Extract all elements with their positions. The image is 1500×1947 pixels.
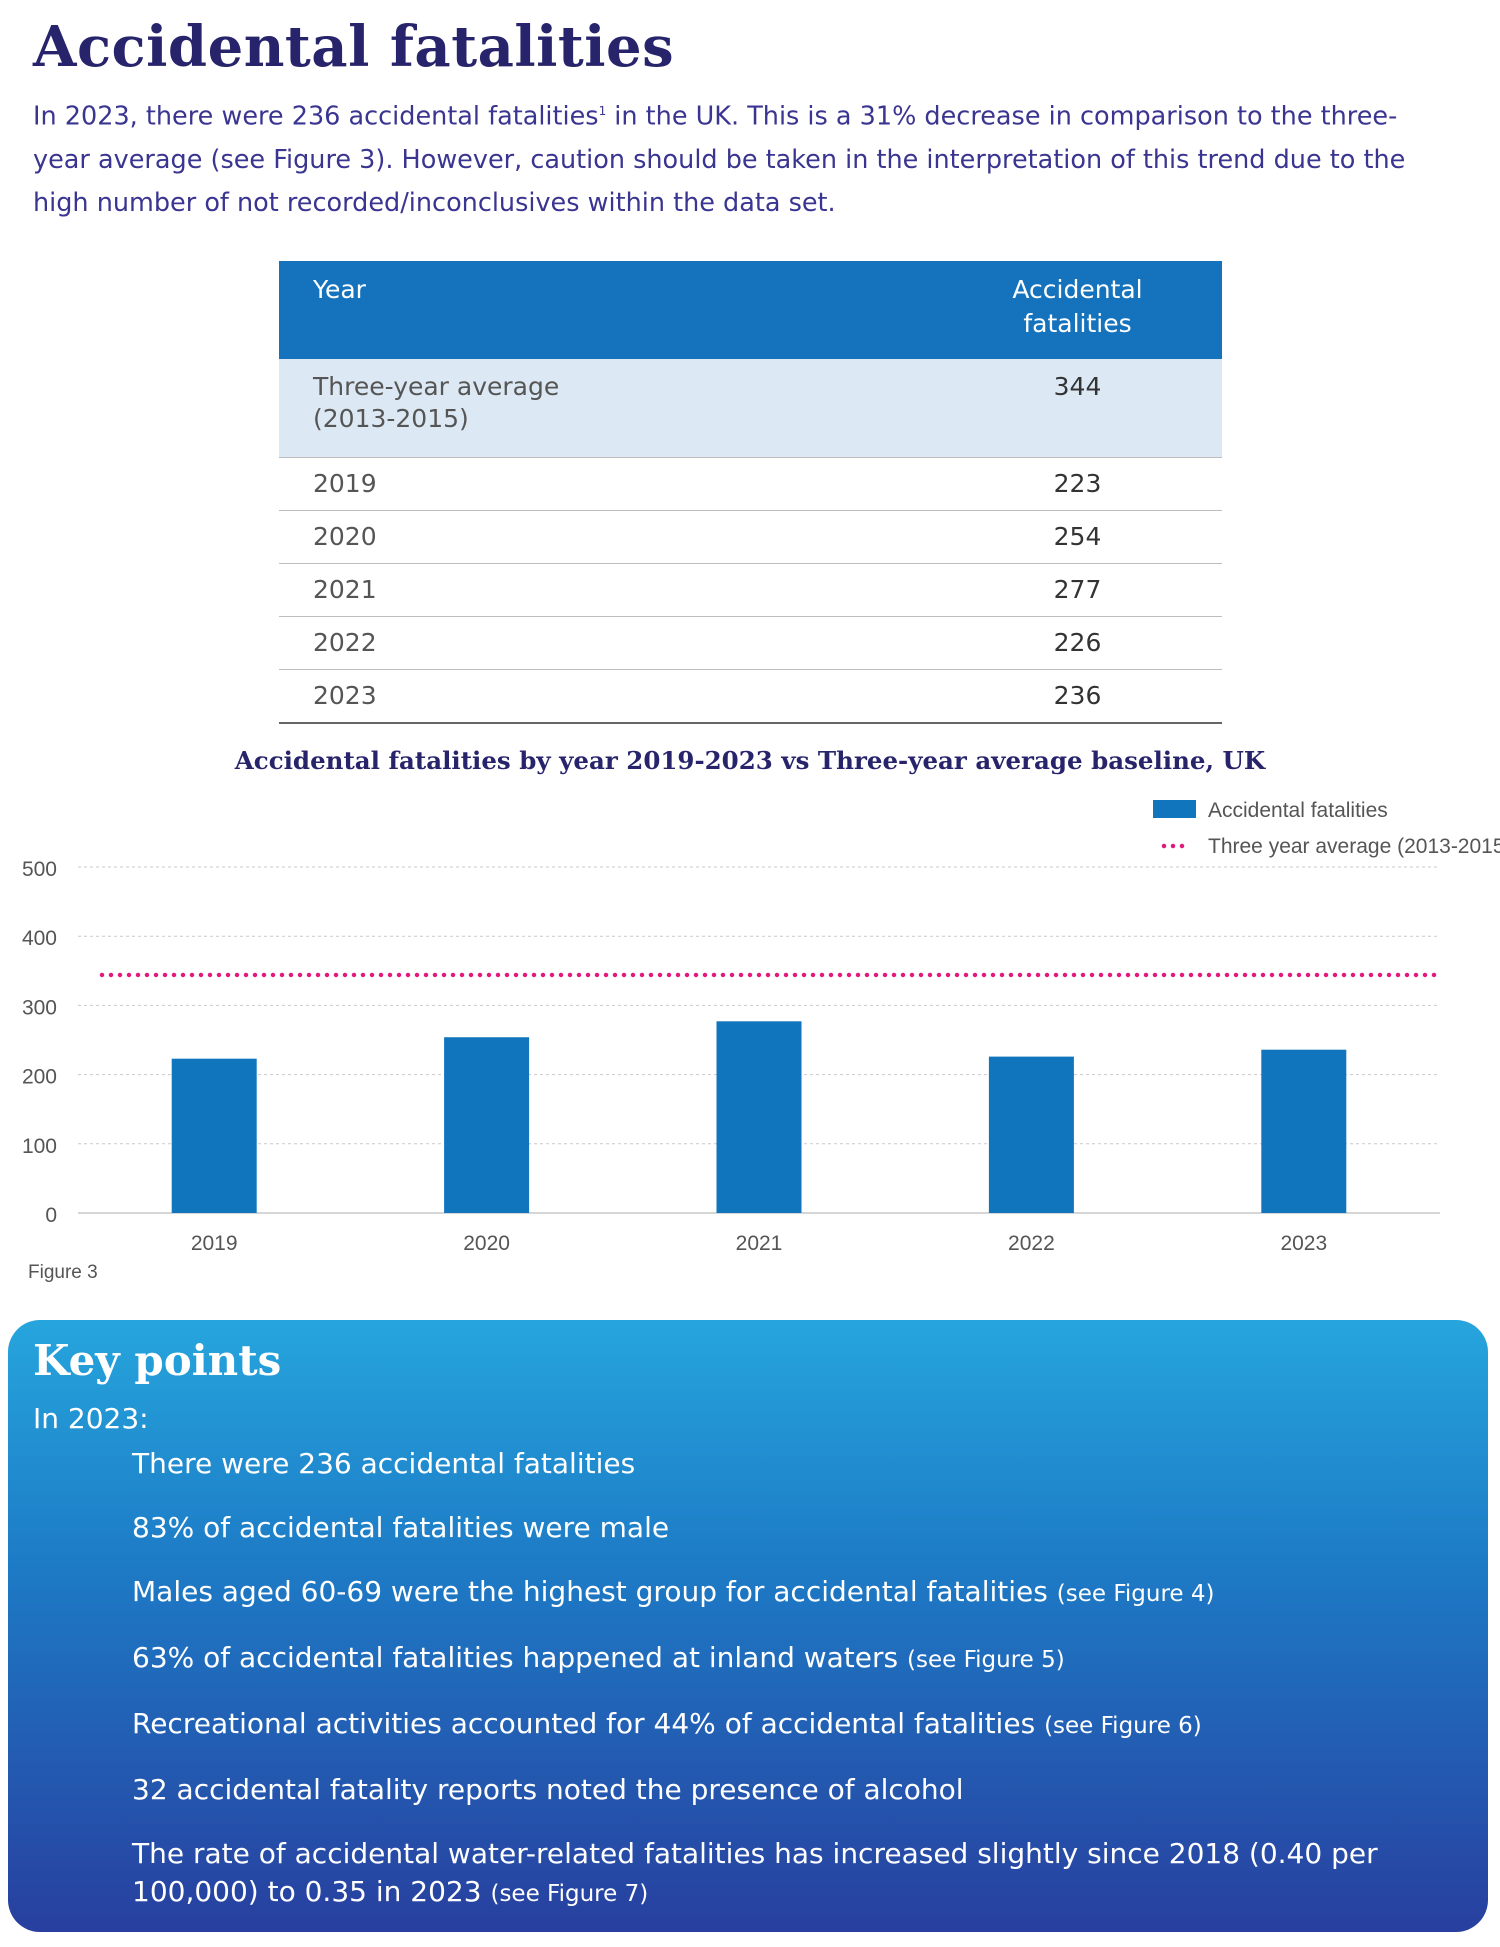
table-cell-fatalities: 254: [933, 510, 1222, 564]
intro-text-start: In 2023, there were 236 accidental fatal…: [33, 101, 599, 132]
table-row: 2021 277: [279, 563, 1222, 617]
x-tick-label: 2023: [1280, 1232, 1327, 1255]
fatalities-table: Year Accidental fatalities Three-year av…: [279, 261, 1222, 724]
average-label-line1: Three-year average: [313, 372, 560, 401]
key-point-text: Recreational activities accounted for 44…: [132, 1707, 1036, 1740]
y-tick-label: 400: [22, 927, 57, 950]
key-point-text: 63% of accidental fatalities happened at…: [132, 1641, 899, 1674]
table-cell-average-label: Three-year average (2013-2015): [279, 359, 933, 458]
bar: [444, 1037, 530, 1213]
table-row-three-year-average: Three-year average (2013-2015) 344: [279, 359, 1222, 458]
table-cell-year: 2019: [279, 457, 933, 511]
average-label-line2: (2013-2015): [313, 404, 469, 433]
table-cell-year: 2020: [279, 510, 933, 564]
x-tick-label: 2021: [736, 1232, 783, 1255]
key-point-figure-ref: (see Figure 4): [1056, 1581, 1215, 1607]
intro-text-end: in the UK. This is a 31% decrease in com…: [33, 101, 1406, 218]
bar: [716, 1021, 802, 1213]
y-tick-label: 100: [22, 1135, 57, 1158]
key-point-text: 83% of accidental fatalities were male: [132, 1511, 670, 1544]
table-header-fatalities-line2: fatalities: [1023, 309, 1132, 338]
table-header-fatalities-line1: Accidental: [1012, 275, 1143, 304]
page-title: Accidental fatalities: [33, 14, 675, 80]
legend-swatch-fatalities: [1153, 800, 1196, 818]
legend-label-average: Three year average (2013-2015): [1208, 835, 1500, 858]
key-point-item: Males aged 60-69 were the highest group …: [132, 1573, 1452, 1613]
key-point-figure-ref: (see Figure 6): [1044, 1713, 1202, 1739]
key-point-text: The rate of accidental water-related fat…: [132, 1837, 1378, 1908]
key-points-list: There were 236 accidental fatalities 83% …: [132, 1445, 1452, 1939]
chart-title: Accidental fatalities by year 2019-2023 …: [234, 746, 1266, 775]
table-cell-year: 2023: [279, 669, 933, 724]
bar-chart: 0 100 200 300 400 500 2019 2020 2021 2022 2023 Acci…: [22, 799, 1500, 1283]
x-tick-label: 2020: [463, 1232, 510, 1255]
table-header-fatalities: Accidental fatalities: [933, 261, 1222, 359]
key-point-item: 63% of accidental fatalities happened at…: [132, 1639, 1452, 1679]
key-point-item: Recreational activities accounted for 44…: [132, 1705, 1452, 1745]
table-cell-year: 2022: [279, 616, 933, 670]
figure-caption: Figure 3: [28, 1262, 98, 1283]
table-header-year: Year: [279, 261, 933, 359]
bar: [988, 1056, 1074, 1213]
key-point-item: The rate of accidental water-related fat…: [132, 1835, 1452, 1913]
table-row: 2020 254: [279, 510, 1222, 564]
legend-label-fatalities: Accidental fatalities: [1208, 799, 1388, 822]
table-cell-average-value: 344: [933, 359, 1222, 458]
table-cell-fatalities: 226: [933, 616, 1222, 670]
key-point-text: Males aged 60-69 were the highest group …: [132, 1575, 1048, 1608]
key-point-figure-ref: (see Figure 5): [907, 1647, 1065, 1673]
footnote-marker: 1: [598, 104, 607, 118]
y-tick-label: 0: [45, 1204, 57, 1227]
key-point-item: There were 236 accidental fatalities: [132, 1445, 1452, 1483]
key-point-figure-ref: (see Figure 7): [490, 1881, 649, 1907]
x-tick-label: 2022: [1008, 1232, 1055, 1255]
key-point-item: 83% of accidental fatalities were male: [132, 1509, 1452, 1547]
key-points-title: Key points: [33, 1336, 282, 1385]
key-point-item: 32 accidental fatality reports noted the…: [132, 1771, 1452, 1809]
key-point-text: 32 accidental fatality reports noted the…: [132, 1773, 964, 1806]
table-row: 2022 226: [279, 616, 1222, 670]
table-header-row: Year Accidental fatalities: [279, 261, 1222, 359]
table-cell-fatalities: 223: [933, 457, 1222, 511]
bar: [1261, 1049, 1347, 1213]
table-cell-fatalities: 277: [933, 563, 1222, 617]
key-points-intro: In 2023:: [33, 1402, 149, 1435]
table-cell-year: 2021: [279, 563, 933, 617]
y-tick-label: 300: [22, 996, 57, 1019]
key-point-text: There were 236 accidental fatalities: [132, 1447, 636, 1480]
y-tick-label: 500: [22, 858, 57, 881]
intro-paragraph: In 2023, there were 236 accidental fatal…: [33, 90, 1453, 225]
x-tick-label: 2019: [191, 1232, 238, 1255]
bar: [171, 1058, 257, 1213]
table-cell-fatalities: 236: [933, 669, 1222, 724]
table-row: 2023 236: [279, 669, 1222, 724]
table-row: 2019 223: [279, 457, 1222, 511]
y-tick-label: 200: [22, 1066, 57, 1089]
key-points-panel: Key points In 2023: There were 236 accid…: [8, 1320, 1488, 1932]
